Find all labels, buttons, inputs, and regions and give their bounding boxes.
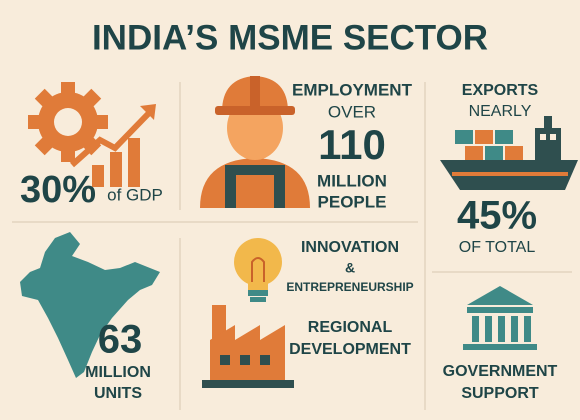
innovation-line: INNOVATION (301, 239, 399, 256)
government-line: SUPPORT (461, 385, 539, 402)
units-value: 63 (98, 318, 143, 362)
employment-line: OVER (328, 102, 376, 121)
innovation-line: & (345, 260, 355, 276)
gdp-value: 30% (20, 169, 96, 211)
employment-unit: PEOPLE (318, 192, 387, 211)
government-line: GOVERNMENT (443, 363, 558, 380)
regional-line: DEVELOPMENT (289, 341, 411, 358)
units-unit: UNITS (94, 385, 142, 402)
exports-line: EXPORTS (462, 82, 539, 99)
gdp-label: of GDP (107, 185, 163, 204)
title: INDIA’S MSME SECTOR (92, 18, 488, 57)
dividers (12, 82, 572, 410)
exports-value: 45% (457, 194, 537, 238)
worker-icon (200, 76, 310, 208)
gdp-icon (28, 82, 156, 187)
employment-line: EMPLOYMENT (292, 80, 413, 99)
regional-line: REGIONAL (308, 319, 393, 336)
ship-icon (440, 116, 578, 190)
government-icon (463, 286, 537, 350)
exports-line: NEARLY (469, 103, 532, 120)
exports-label: OF TOTAL (459, 239, 536, 256)
employment-value: 110 (318, 121, 386, 168)
innovation-line: ENTREPRENEURSHIP (286, 280, 413, 294)
bulb-icon (234, 238, 282, 302)
units-unit: MILLION (85, 364, 151, 381)
india-map (20, 232, 160, 378)
factory-icon (202, 305, 294, 388)
employment-unit: MILLION (317, 171, 387, 190)
